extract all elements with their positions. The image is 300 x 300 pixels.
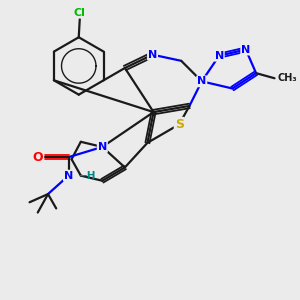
Text: CH₃: CH₃: [278, 73, 297, 83]
Text: N: N: [64, 171, 73, 181]
Text: −H: −H: [79, 171, 96, 181]
Text: N: N: [148, 50, 157, 60]
Text: N: N: [197, 76, 206, 86]
Text: S: S: [175, 118, 184, 131]
Text: O: O: [32, 151, 43, 164]
Text: N: N: [214, 51, 224, 61]
Text: Cl: Cl: [74, 8, 86, 18]
Text: N: N: [241, 45, 250, 55]
Text: N: N: [98, 142, 107, 152]
